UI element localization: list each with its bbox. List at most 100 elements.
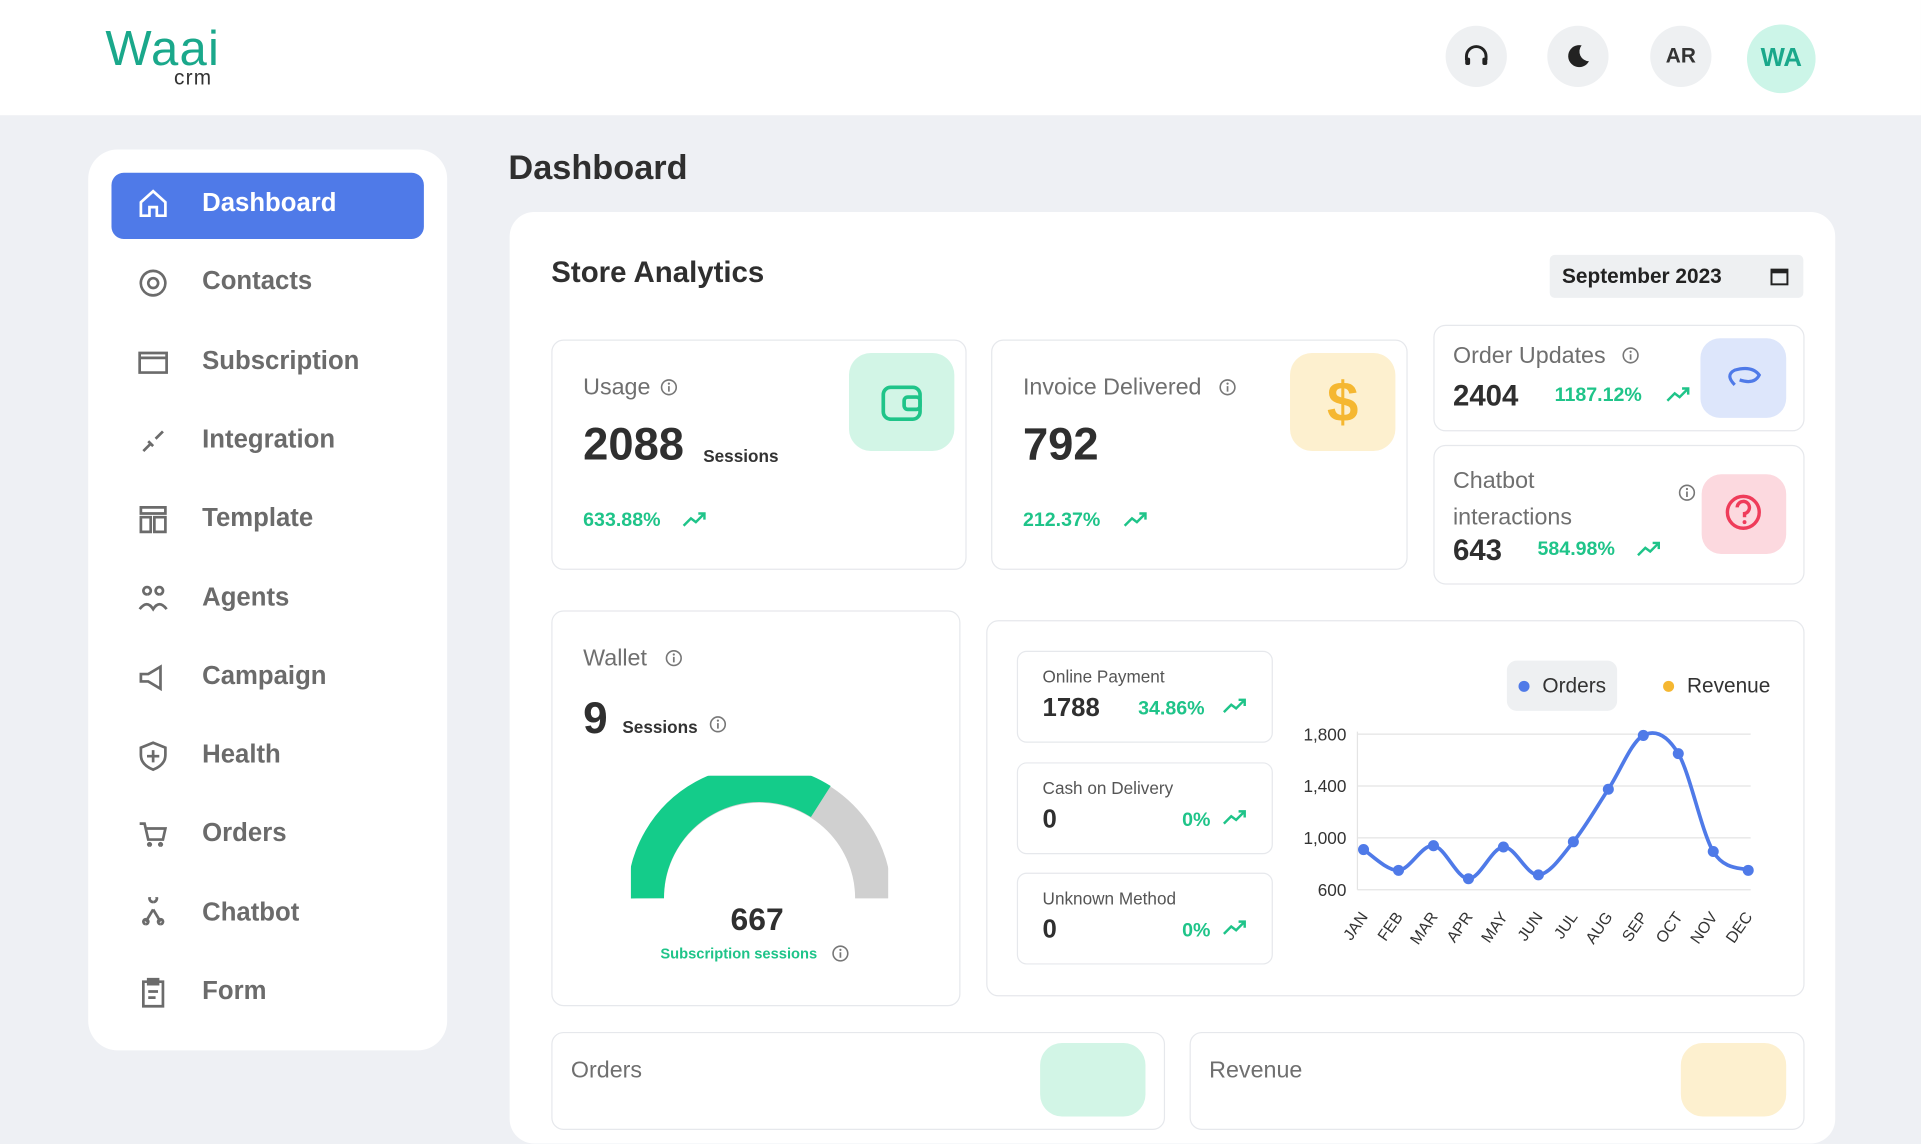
x-tick-label: MAY (1479, 909, 1512, 946)
wallet-icon-bg (848, 352, 955, 452)
card-label: Orders (570, 1057, 643, 1084)
payment-change: 34.86% (1138, 698, 1205, 720)
y-tick-label: 600 (1318, 880, 1347, 900)
x-tick-label: DEC (1723, 909, 1756, 946)
trend-glyph (1223, 698, 1246, 713)
y-tick-label: 1,000 (1303, 828, 1346, 848)
logo-sub: crm (173, 66, 213, 90)
card-label: Invoice Delivered (1022, 375, 1202, 401)
card-label: Chatbot interactions (1452, 468, 1573, 531)
payment-change: 0% (1182, 809, 1211, 831)
line-chart: 600 1,000 1,400 1,800 JAN FEB MAR APR MAY JUN JUL A… (1303, 660, 1770, 948)
menu-glyph (139, 822, 168, 848)
date-picker[interactable]: September 2023 (1549, 254, 1804, 298)
trend-glyph (1666, 387, 1690, 402)
gauge-label: Subscription sessions (660, 944, 818, 963)
menu-item[interactable]: Template (202, 503, 314, 533)
calendar-icon (1770, 268, 1789, 286)
gauge (630, 775, 889, 899)
language-button[interactable]: AR (1650, 25, 1712, 88)
menu-glyph (138, 351, 168, 374)
series-point (1497, 841, 1509, 853)
menu-item[interactable]: Contacts (202, 267, 313, 296)
menu-glyph (141, 977, 165, 1008)
legend-dot (1663, 680, 1675, 692)
x-tick-label: NOV (1688, 909, 1722, 947)
card-label: Revenue (1209, 1057, 1303, 1084)
date-text: September 2023 (1562, 264, 1722, 289)
info-glyph (1219, 379, 1236, 396)
menu-icon (136, 188, 170, 222)
header (0, 0, 1921, 116)
menu-glyph (139, 189, 167, 218)
menu-item[interactable]: Health (202, 740, 281, 769)
menu-glyph (139, 664, 162, 691)
menu-item[interactable]: Campaign (202, 661, 327, 690)
card-unit: Sessions (622, 716, 698, 737)
menu-glyph (139, 269, 167, 297)
series-point (1707, 846, 1719, 858)
trend-icon (1123, 511, 1148, 528)
legend-bg (1506, 660, 1618, 711)
payment-label: Cash on Delivery (1042, 777, 1174, 798)
headset-icon (1464, 45, 1488, 65)
menu-icon (136, 266, 170, 300)
menu-item[interactable]: Form (202, 976, 267, 1005)
trend-glyph (1223, 920, 1246, 935)
section-title: Store Analytics (551, 256, 765, 290)
card-label: Usage (583, 375, 651, 401)
menu-item[interactable]: Dashboard (202, 188, 337, 217)
x-tick-label: AUG (1583, 909, 1617, 947)
payment-card: Online Payment 1788 34.86% (1016, 650, 1273, 743)
x-tick-label: JAN (1341, 909, 1372, 943)
menu-item[interactable]: Integration (202, 425, 336, 454)
trend-glyph (1123, 512, 1147, 527)
card-value: 792 (1022, 419, 1099, 470)
menu-item[interactable]: Agents (202, 582, 290, 611)
trend-glyph (1637, 541, 1661, 557)
trend-icon (1637, 540, 1662, 557)
info-glyph (660, 379, 678, 396)
gauge-value: 667 (730, 900, 784, 938)
sidebar (88, 149, 448, 1051)
payment-label: Online Payment (1042, 666, 1165, 687)
series-point (1742, 864, 1754, 876)
menu-icon (136, 893, 170, 931)
menu-item[interactable]: Orders (202, 819, 287, 848)
trend-icon (682, 511, 707, 528)
y-tick-label: 1,800 (1303, 724, 1346, 744)
payment-card: Cash on Delivery 0 0% (1016, 761, 1273, 854)
menu-icon (136, 739, 170, 773)
logo[interactable]: Waai (105, 22, 221, 76)
info-icon (660, 379, 678, 396)
series-point (1637, 729, 1649, 741)
series-point (1358, 844, 1370, 856)
card-value: 9 (583, 692, 608, 743)
menu-item[interactable]: Subscription (202, 346, 360, 375)
invoice-card: Invoice Delivered 792 212.37% $ (991, 339, 1408, 570)
menu-icon (136, 424, 170, 458)
payment-label: Unknown Method (1042, 888, 1177, 909)
support-button[interactable] (1445, 25, 1507, 88)
menu-item[interactable]: Chatbot (202, 897, 300, 927)
series-point (1392, 864, 1405, 876)
chatbot-icon (1701, 474, 1787, 554)
info-icon (1678, 484, 1696, 501)
menu-glyph (142, 430, 164, 452)
series-point (1427, 840, 1439, 852)
moon-icon (1568, 45, 1589, 68)
trend-icon (1666, 386, 1691, 403)
card-value: 643 (1452, 534, 1503, 568)
card-label: Wallet (583, 645, 647, 672)
trend-icon (1223, 697, 1248, 714)
info-glyph (832, 945, 849, 962)
card-label: Order Updates (1452, 343, 1606, 369)
avatar[interactable]: WA (1746, 24, 1816, 94)
x-tick-label: JUL (1551, 909, 1581, 942)
theme-button[interactable] (1547, 25, 1609, 88)
trend-glyph (1223, 809, 1246, 824)
menu-glyph (138, 585, 168, 612)
dollar-icon: $ (1290, 352, 1396, 452)
